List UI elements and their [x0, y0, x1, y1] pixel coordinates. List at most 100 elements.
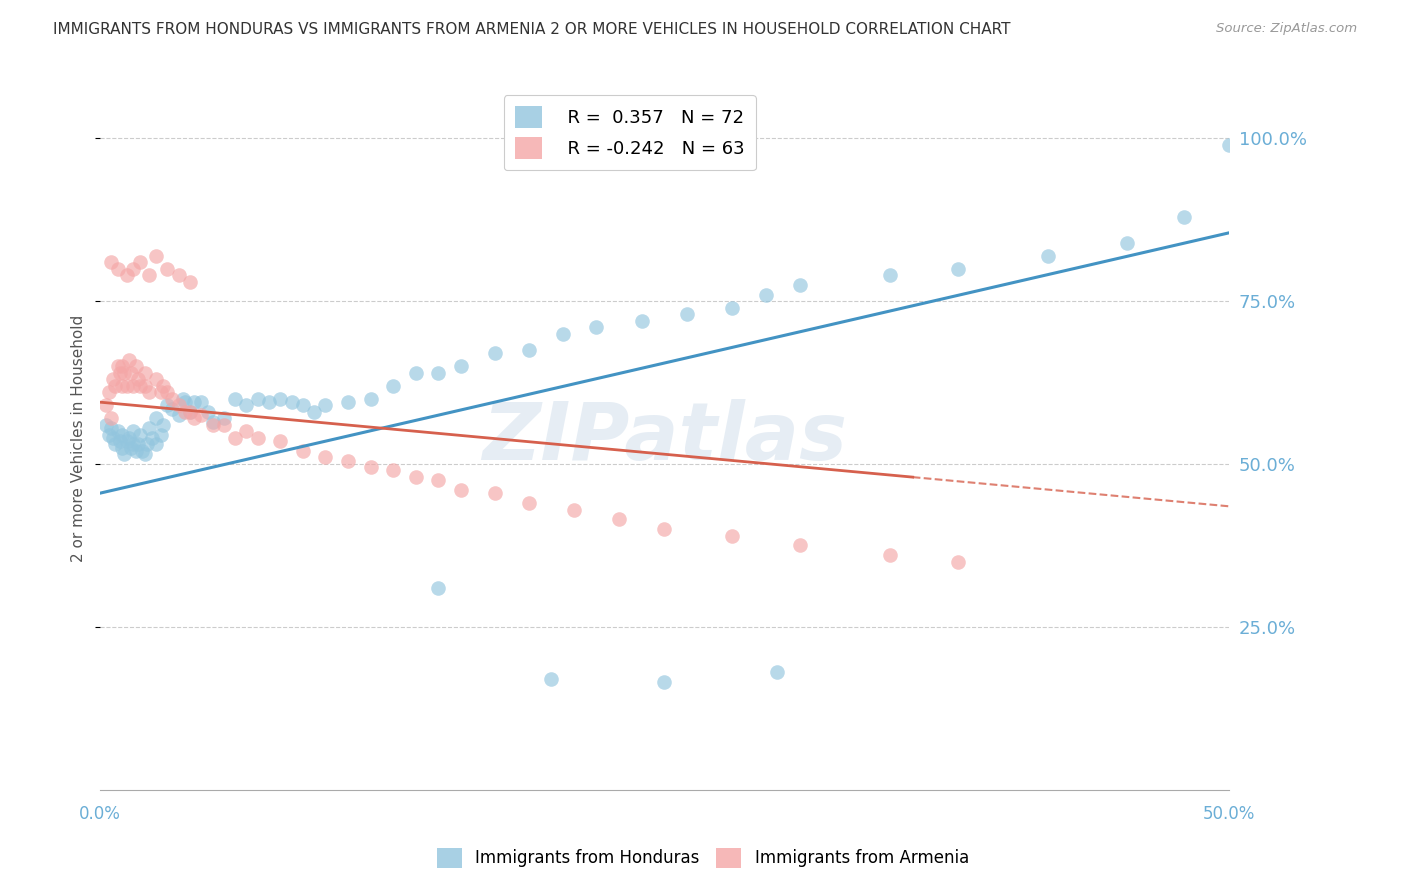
Point — [111, 441, 134, 455]
Point — [134, 366, 156, 380]
Point — [427, 366, 450, 380]
Point — [127, 372, 149, 386]
Point — [160, 392, 183, 406]
Point — [314, 450, 336, 465]
Point — [149, 427, 172, 442]
Point — [97, 385, 120, 400]
Point — [1218, 138, 1240, 153]
Point — [134, 447, 156, 461]
Point — [246, 392, 269, 406]
Point — [360, 392, 382, 406]
Point — [156, 398, 179, 412]
Point — [517, 496, 540, 510]
Point — [484, 346, 506, 360]
Point — [879, 548, 901, 562]
Point — [129, 427, 152, 442]
Point — [152, 417, 174, 432]
Point — [167, 398, 190, 412]
Point — [1173, 210, 1195, 224]
Point — [652, 522, 675, 536]
Point — [101, 431, 124, 445]
Point — [946, 555, 969, 569]
Point — [755, 287, 778, 301]
Point — [96, 398, 118, 412]
Point — [156, 385, 179, 400]
Point — [122, 425, 145, 439]
Point — [427, 473, 450, 487]
Point — [107, 425, 129, 439]
Point — [174, 395, 197, 409]
Point — [190, 395, 212, 409]
Legend:   R =  0.357   N = 72,   R = -0.242   N = 63: R = 0.357 N = 72, R = -0.242 N = 63 — [503, 95, 755, 170]
Point — [100, 255, 122, 269]
Point — [201, 415, 224, 429]
Point — [269, 434, 291, 449]
Point — [562, 502, 585, 516]
Point — [125, 359, 148, 374]
Point — [111, 359, 134, 374]
Point — [122, 437, 145, 451]
Point — [115, 434, 138, 449]
Point — [136, 437, 159, 451]
Point — [484, 486, 506, 500]
Point — [172, 392, 194, 406]
Point — [382, 379, 405, 393]
Point — [112, 447, 135, 461]
Point — [551, 326, 574, 341]
Point — [115, 268, 138, 282]
Text: IMMIGRANTS FROM HONDURAS VS IMMIGRANTS FROM ARMENIA 2 OR MORE VEHICLES IN HOUSEH: IMMIGRANTS FROM HONDURAS VS IMMIGRANTS F… — [53, 22, 1011, 37]
Point — [721, 301, 744, 315]
Point — [197, 405, 219, 419]
Point — [118, 431, 141, 445]
Point — [111, 379, 134, 393]
Point — [405, 366, 427, 380]
Point — [766, 665, 789, 680]
Point — [179, 405, 201, 419]
Point — [676, 307, 699, 321]
Point — [138, 385, 160, 400]
Y-axis label: 2 or more Vehicles in Household: 2 or more Vehicles in Household — [72, 314, 86, 562]
Point — [450, 483, 472, 497]
Point — [224, 431, 246, 445]
Point — [291, 444, 314, 458]
Point — [125, 444, 148, 458]
Point — [280, 395, 302, 409]
Point — [108, 434, 131, 449]
Point — [96, 417, 118, 432]
Point — [246, 431, 269, 445]
Point — [235, 425, 257, 439]
Point — [302, 405, 325, 419]
Point — [789, 538, 811, 552]
Point — [122, 261, 145, 276]
Point — [131, 444, 153, 458]
Point — [111, 427, 134, 442]
Point — [314, 398, 336, 412]
Point — [337, 454, 360, 468]
Point — [630, 314, 652, 328]
Point — [212, 411, 235, 425]
Point — [107, 359, 129, 374]
Point — [789, 277, 811, 292]
Point — [100, 421, 122, 435]
Point — [145, 411, 167, 425]
Point — [115, 379, 138, 393]
Point — [652, 675, 675, 690]
Point — [152, 379, 174, 393]
Point — [224, 392, 246, 406]
Point — [382, 463, 405, 477]
Point — [149, 385, 172, 400]
Point — [360, 460, 382, 475]
Point — [141, 431, 163, 445]
Text: ZIPatlas: ZIPatlas — [482, 399, 846, 477]
Point — [127, 437, 149, 451]
Point — [120, 441, 142, 455]
Point — [120, 366, 142, 380]
Legend: Immigrants from Honduras, Immigrants from Armenia: Immigrants from Honduras, Immigrants fro… — [430, 841, 976, 875]
Point — [585, 320, 607, 334]
Point — [104, 437, 127, 451]
Point — [235, 398, 257, 412]
Point — [269, 392, 291, 406]
Point — [190, 408, 212, 422]
Point — [138, 268, 160, 282]
Point — [167, 408, 190, 422]
